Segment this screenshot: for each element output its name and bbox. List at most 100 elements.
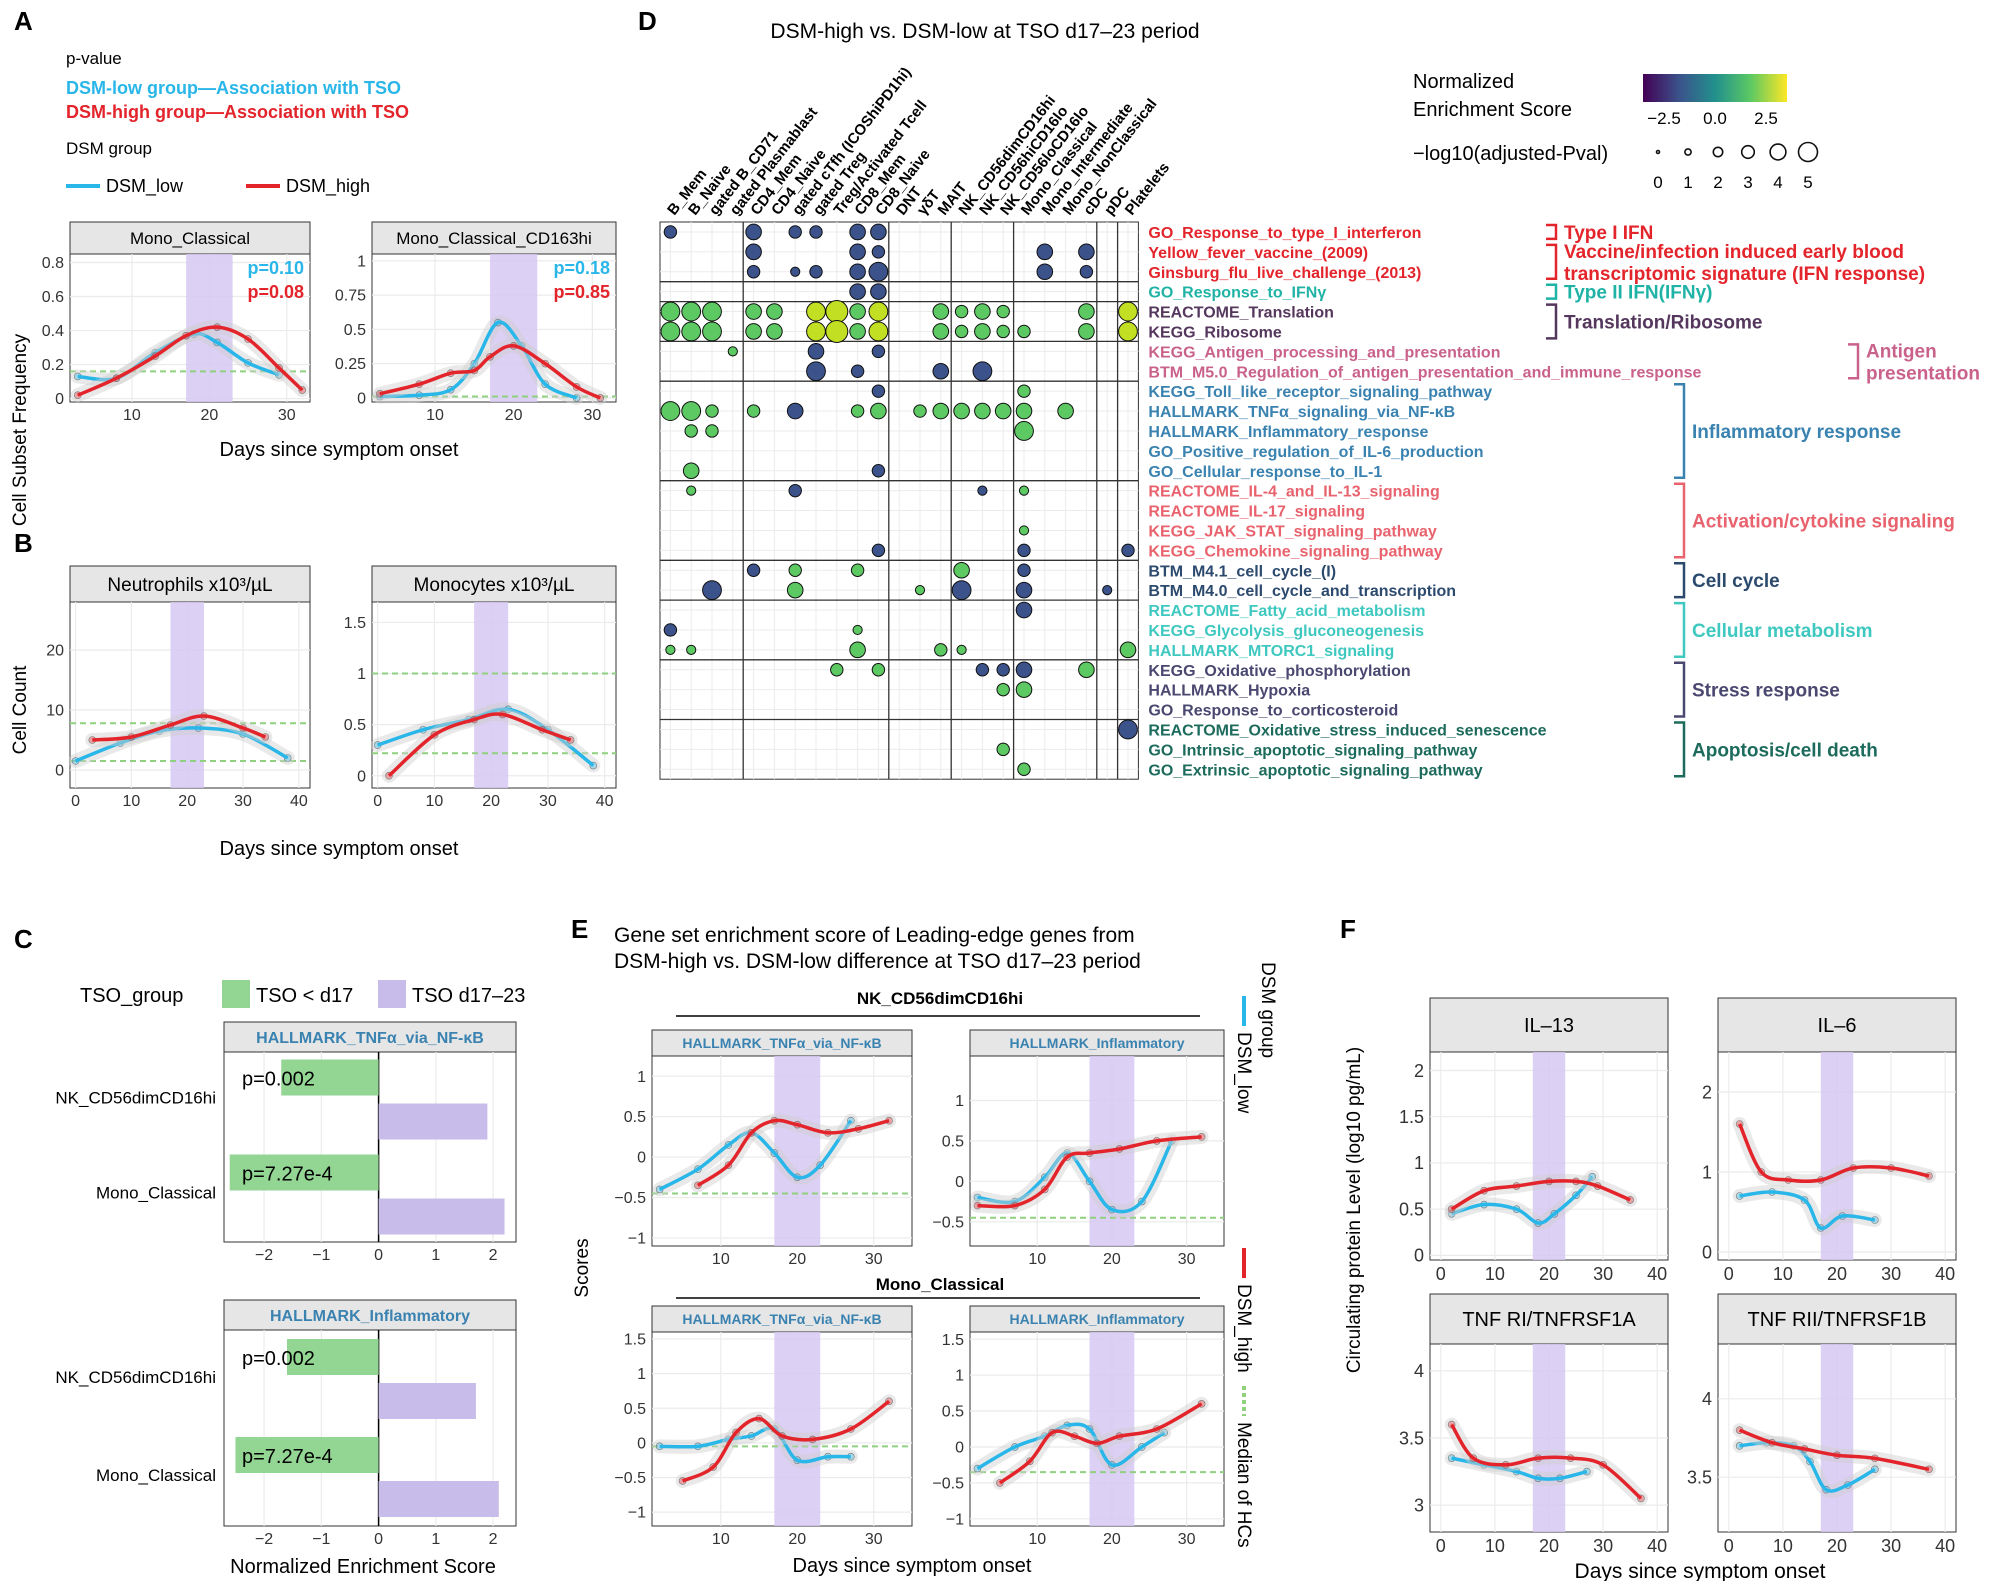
x-tick-label: 10 xyxy=(1028,1531,1046,1548)
series-line-dsm_low xyxy=(658,1119,853,1191)
d-enrichment-dot xyxy=(1102,585,1113,596)
x-tick-label: 40 xyxy=(1647,1536,1667,1556)
d-size-legend: 0 1 2 3 4 5 xyxy=(1653,141,1819,192)
p-value-annotation: p=7.27e-4 xyxy=(242,1164,333,1186)
x-tick-label: 20 xyxy=(200,407,218,424)
e-legend-label: DSM_low xyxy=(1233,1032,1254,1114)
y-tick-label: 0.8 xyxy=(42,255,64,272)
y-tick-label: −0.5 xyxy=(932,1214,964,1231)
d-category-bracket xyxy=(1674,562,1686,599)
d-row-label: Ginsburg_flu_live_challenge_(2013) xyxy=(1148,265,1421,282)
facet-title: IL–13 xyxy=(1524,1015,1574,1037)
d-enrichment-dot xyxy=(660,301,681,322)
series-line-dsm_high xyxy=(998,1402,1203,1485)
d-row-label: GO_Response_to_IFNγ xyxy=(1148,285,1326,302)
a-x-axis-title: Days since symptom onset xyxy=(220,439,459,461)
bar-tso-lt17 xyxy=(235,1437,379,1473)
d-enrichment-dot xyxy=(1015,601,1033,619)
d-row-label: KEGG_JAK_STAT_signaling_pathway xyxy=(1148,523,1436,540)
x-tick-label: −2 xyxy=(255,1531,273,1548)
d-category-bracket xyxy=(1674,721,1686,778)
d-size-legend-title: −log10(adjusted-Pval) xyxy=(1413,143,1608,165)
x-tick-label: 30 xyxy=(1178,1251,1196,1268)
d-enrichment-dot xyxy=(660,401,681,421)
facet-title: HALLMARK_Inflammatory xyxy=(1009,1035,1184,1051)
x-tick-label: 10 xyxy=(1773,1536,1793,1556)
x-tick-label: 0 xyxy=(1436,1536,1446,1556)
d-enrichment-dot xyxy=(745,243,762,261)
e-group-nk: NK_CD56dimCD16hi xyxy=(857,989,1023,1008)
facet-title: TNF RI/TNFRSF1A xyxy=(1462,1309,1636,1331)
x-tick-label: 2 xyxy=(489,1531,498,1548)
y-tick-label: 0 xyxy=(55,391,64,408)
d-category-label: Type II IFN(IFNγ) xyxy=(1564,283,1712,304)
d-row-label: REACTOME_Oxidative_stress_induced_senesc… xyxy=(1148,722,1546,739)
d-row-label: KEGG_Antigen_processing_and_presentation xyxy=(1148,344,1500,361)
d-color-legend-title-1: Normalized xyxy=(1413,71,1514,93)
d-enrichment-dot xyxy=(932,323,950,340)
x-tick-label: 10 xyxy=(1773,1264,1793,1284)
facet-strip xyxy=(223,1299,517,1331)
e-legend-title: DSM group xyxy=(1257,962,1278,1058)
e-title-line-1: Gene set enrichment score of Leading-edg… xyxy=(614,924,1135,947)
d-enrichment-dot xyxy=(1078,661,1095,679)
y-tick-label: 1 xyxy=(1702,1162,1712,1182)
d-size-legend-tick: 3 xyxy=(1743,173,1752,192)
x-tick-label: 20 xyxy=(1103,1531,1121,1548)
bar-tso-lt17 xyxy=(229,1154,379,1191)
y-tick-label: 0.5 xyxy=(624,1401,646,1418)
y-tick-label: 0.2 xyxy=(42,357,64,374)
facet-title: Monocytes x10³/µL xyxy=(414,575,575,596)
d-enrichment-dot xyxy=(954,324,969,339)
d-enrichment-dot xyxy=(972,361,993,382)
e-legend-label: Median of HCs xyxy=(1233,1422,1254,1548)
d-row-label: GO_Response_to_corticosteroid xyxy=(1148,703,1398,720)
y-tick-label: 3 xyxy=(1414,1495,1424,1515)
facet-strip xyxy=(371,221,617,255)
c-legend-title: TSO_group xyxy=(80,985,183,1007)
d-enrichment-dot xyxy=(788,483,802,498)
x-tick-label: 0 xyxy=(71,793,80,810)
panel-label-e: E xyxy=(571,914,588,944)
x-tick-label: 1 xyxy=(431,1247,440,1264)
d-enrichment-dot xyxy=(1078,303,1095,320)
a-pvalue-legend-high: DSM-high group—Association with TSO xyxy=(66,102,409,122)
facet-strip xyxy=(651,1305,913,1333)
d-category-bracket xyxy=(1546,303,1558,340)
d-enrichment-dot xyxy=(727,346,738,357)
a-pvalue-legend-title: p-value xyxy=(66,49,122,68)
d-enrichment-dot xyxy=(790,266,801,277)
facet-title: TNF RII/TNFRSF1B xyxy=(1748,1309,1927,1331)
d-row-label: REACTOME_Translation xyxy=(1148,305,1334,322)
d-enrichment-dot xyxy=(1118,321,1138,342)
y-tick-label: 0 xyxy=(1414,1246,1424,1266)
x-tick-label: 10 xyxy=(1485,1536,1505,1556)
d-enrichment-dot xyxy=(996,742,1010,757)
d-enrichment-dot xyxy=(1078,323,1095,340)
facet-title: HALLMARK_TNFα_via_NF-κB xyxy=(682,1035,881,1051)
d-row-label: HALLMARK_Hypoxia xyxy=(1148,683,1310,700)
d-enrichment-dot xyxy=(996,682,1010,697)
x-tick-label: 40 xyxy=(1935,1264,1955,1284)
y-tick-label: 3.5 xyxy=(1399,1428,1424,1448)
d-enrichment-dot xyxy=(705,424,719,438)
y-tick-label: 0 xyxy=(1702,1242,1712,1262)
d-category-bracket xyxy=(1848,343,1860,380)
d-enrichment-dot xyxy=(868,261,889,282)
e-group-mono: Mono_Classical xyxy=(876,1275,1005,1294)
facet-strip xyxy=(969,1305,1225,1333)
d-enrichment-dot xyxy=(1014,421,1034,441)
facet-strip xyxy=(1429,997,1669,1053)
d-enrichment-dot xyxy=(954,304,969,319)
series-line-dsm_high xyxy=(1450,1423,1643,1500)
y-tick-label: 2 xyxy=(1702,1082,1712,1102)
d-enrichment-dot xyxy=(806,321,826,342)
f-y-axis-title: Circulating protein Level (log10 pg/mL) xyxy=(1344,1047,1365,1373)
d-color-tick-3: 2.5 xyxy=(1754,109,1778,128)
line-chart-e2: HALLMARK_Inflammatory 10 20 30 −0.5 0 0.5 1 xyxy=(932,1029,1225,1268)
d-enrichment-dot xyxy=(746,404,761,418)
y-tick-label: 2 xyxy=(1414,1061,1424,1081)
